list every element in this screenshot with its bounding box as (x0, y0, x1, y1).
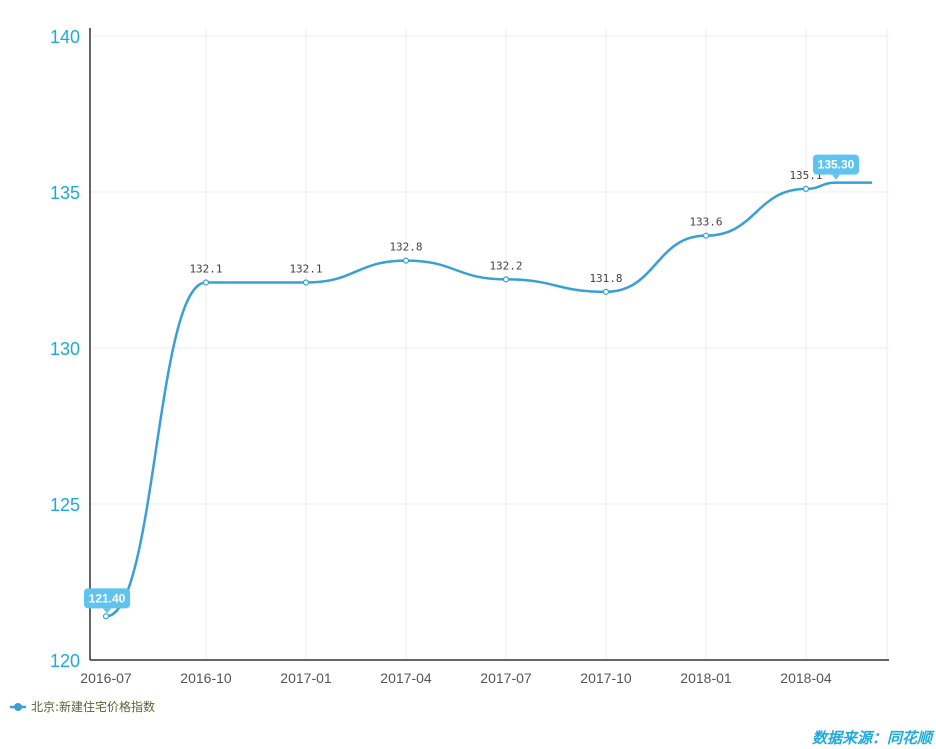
x-tick-label: 2017-01 (280, 670, 332, 686)
y-tick-label: 120 (50, 651, 80, 671)
series-line (105, 181, 872, 618)
callout-pointer (103, 608, 111, 614)
data-label: 132.1 (289, 262, 322, 275)
x-tick-label: 2016-10 (180, 670, 232, 686)
x-tick-label: 2017-04 (380, 670, 432, 686)
data-label: 132.8 (389, 241, 422, 254)
x-tick-label: 2018-01 (680, 670, 732, 686)
data-point (202, 279, 210, 286)
data-point (102, 613, 110, 620)
data-point (702, 232, 710, 239)
y-tick-label: 140 (50, 27, 80, 47)
y-tick-label: 125 (50, 495, 80, 515)
x-tick-label: 2016-07 (80, 670, 132, 686)
data-point (602, 288, 610, 295)
data-label: 132.1 (189, 262, 222, 275)
callout-pointer (832, 174, 840, 180)
data-point (502, 276, 510, 283)
x-tick-label: 2018-04 (780, 670, 832, 686)
y-tick-label: 130 (50, 339, 80, 359)
source-text: 数据来源：同花顺 (812, 729, 935, 747)
data-point (402, 257, 410, 264)
callout-label: 135.30 (818, 158, 855, 172)
legend-marker-icon (14, 703, 22, 711)
callout-box (84, 588, 130, 609)
data-label: 132.2 (489, 259, 522, 272)
data-point (302, 279, 310, 286)
legend-label: 北京:新建住宅价格指数 (31, 699, 155, 714)
callout-box (813, 154, 859, 175)
x-axis-ticks: 2016-07 2016-10 2017-01 2017-04 2017-07 2017-… (80, 670, 832, 686)
x-tick-label: 2017-10 (580, 670, 632, 686)
data-points (102, 185, 810, 620)
data-point (802, 185, 810, 192)
value-callouts: 121.40 135.30 (84, 154, 859, 614)
x-tick-label: 2017-07 (480, 670, 532, 686)
y-axis-ticks: 120 125 130 135 140 (50, 27, 80, 671)
data-label: 133.6 (689, 216, 722, 229)
grid-lines (90, 28, 889, 660)
legend[interactable]: 北京:新建住宅价格指数 (10, 699, 155, 714)
data-label: 131.8 (589, 272, 622, 285)
callout-label: 121.40 (89, 591, 126, 605)
y-tick-label: 135 (50, 183, 80, 203)
